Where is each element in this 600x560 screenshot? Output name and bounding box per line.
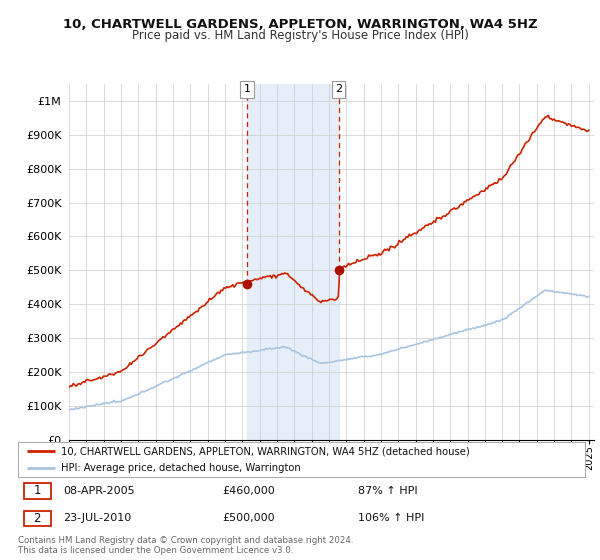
Text: 2: 2: [34, 512, 41, 525]
Text: HPI: Average price, detached house, Warrington: HPI: Average price, detached house, Warr…: [61, 463, 300, 473]
Text: 10, CHARTWELL GARDENS, APPLETON, WARRINGTON, WA4 5HZ (detached house): 10, CHARTWELL GARDENS, APPLETON, WARRING…: [61, 446, 469, 456]
Text: 1: 1: [34, 484, 41, 497]
Text: 1: 1: [244, 85, 250, 94]
Text: 87% ↑ HPI: 87% ↑ HPI: [358, 486, 418, 496]
Text: 08-APR-2005: 08-APR-2005: [64, 486, 135, 496]
Text: 23-JUL-2010: 23-JUL-2010: [64, 514, 131, 523]
Text: Contains HM Land Registry data © Crown copyright and database right 2024.
This d: Contains HM Land Registry data © Crown c…: [18, 536, 353, 556]
FancyBboxPatch shape: [23, 511, 51, 526]
Bar: [247, 84, 338, 440]
Text: Price paid vs. HM Land Registry's House Price Index (HPI): Price paid vs. HM Land Registry's House …: [131, 29, 469, 42]
Text: 2: 2: [335, 85, 342, 94]
Text: 10, CHARTWELL GARDENS, APPLETON, WARRINGTON, WA4 5HZ: 10, CHARTWELL GARDENS, APPLETON, WARRING…: [62, 18, 538, 31]
Text: 106% ↑ HPI: 106% ↑ HPI: [358, 514, 425, 523]
Text: £460,000: £460,000: [222, 486, 275, 496]
FancyBboxPatch shape: [23, 483, 51, 498]
Text: £500,000: £500,000: [222, 514, 275, 523]
